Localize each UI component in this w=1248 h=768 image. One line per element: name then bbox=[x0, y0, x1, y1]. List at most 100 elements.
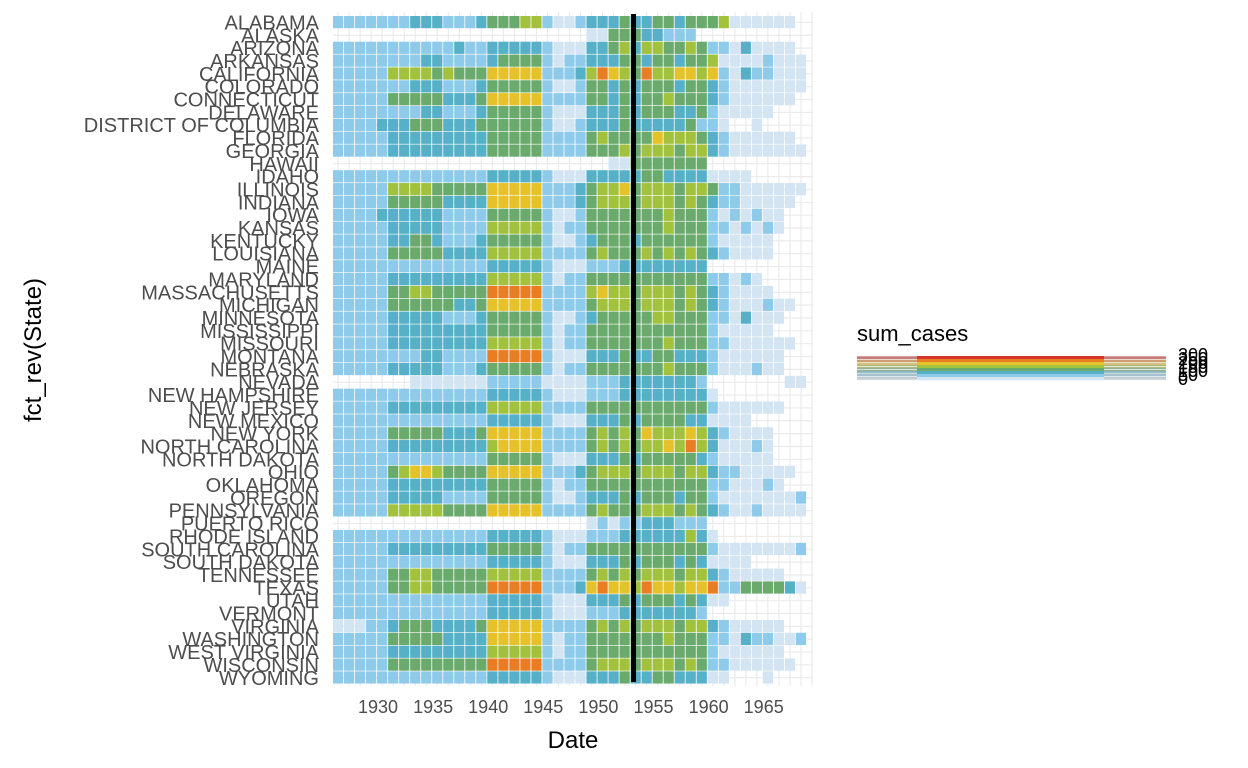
heatmap-tile bbox=[586, 645, 597, 658]
heatmap-tile bbox=[443, 170, 454, 183]
heatmap-tile bbox=[586, 671, 597, 684]
heatmap-tile bbox=[784, 16, 796, 29]
heatmap-tile bbox=[509, 350, 520, 363]
heatmap-tile bbox=[399, 645, 410, 658]
heatmap-tile bbox=[553, 144, 564, 157]
heatmap-tile bbox=[355, 362, 366, 376]
heatmap-tile bbox=[476, 619, 487, 633]
heatmap-tile bbox=[762, 298, 773, 311]
heatmap-tile bbox=[608, 645, 619, 658]
heatmap-tile bbox=[454, 285, 465, 299]
heatmap-tile bbox=[366, 504, 377, 517]
heatmap-tile bbox=[509, 41, 520, 54]
heatmap-tile bbox=[388, 80, 399, 93]
heatmap-tile bbox=[762, 671, 773, 684]
heatmap-tile bbox=[531, 440, 542, 453]
heatmap-tile bbox=[663, 530, 674, 543]
heatmap-tile bbox=[333, 144, 344, 157]
heatmap-tile bbox=[641, 658, 652, 671]
heatmap-tile bbox=[399, 452, 410, 466]
heatmap-tile bbox=[421, 452, 432, 466]
heatmap-tile bbox=[641, 28, 652, 42]
heatmap-tile bbox=[597, 183, 608, 196]
heatmap-tile bbox=[520, 607, 531, 620]
heatmap-tile bbox=[388, 555, 399, 568]
heatmap-tile bbox=[443, 401, 454, 414]
heatmap-tile bbox=[564, 118, 575, 131]
heatmap-tile bbox=[388, 427, 399, 440]
heatmap-tile bbox=[531, 105, 542, 119]
heatmap-tile bbox=[619, 414, 630, 427]
heatmap-tile bbox=[465, 568, 476, 581]
heatmap-tile bbox=[443, 208, 454, 221]
heatmap-tile bbox=[784, 144, 796, 157]
heatmap-tile bbox=[542, 41, 553, 54]
heatmap-tile bbox=[707, 183, 718, 196]
heatmap-tile bbox=[729, 195, 740, 209]
heatmap-tile bbox=[762, 452, 773, 466]
heatmap-tile bbox=[388, 491, 399, 504]
heatmap-tile bbox=[520, 298, 531, 311]
heatmap-tile bbox=[366, 183, 377, 196]
heatmap-tile bbox=[597, 170, 608, 183]
heatmap-tile bbox=[377, 221, 388, 234]
heatmap-tile bbox=[564, 273, 575, 286]
heatmap-tile bbox=[685, 350, 696, 363]
heatmap-tile bbox=[674, 234, 685, 247]
heatmap-tile bbox=[454, 568, 465, 581]
heatmap-tile bbox=[465, 16, 476, 29]
heatmap-tile bbox=[641, 285, 652, 299]
heatmap-tile bbox=[432, 350, 443, 363]
state-label: INDIANA bbox=[238, 192, 320, 214]
heatmap-tile bbox=[355, 54, 366, 67]
heatmap-tile bbox=[674, 247, 685, 260]
heatmap-tile bbox=[619, 247, 630, 260]
heatmap-tile bbox=[333, 350, 344, 363]
heatmap-tile bbox=[619, 671, 630, 684]
heatmap-tile bbox=[542, 144, 553, 157]
heatmap-tile bbox=[553, 440, 564, 453]
heatmap-tile bbox=[597, 350, 608, 363]
heatmap-tile bbox=[388, 247, 399, 260]
heatmap-tile bbox=[663, 491, 674, 504]
heatmap-tile bbox=[476, 131, 487, 144]
heatmap-tile bbox=[355, 105, 366, 119]
heatmap-tile bbox=[773, 298, 784, 311]
state-label: UTAH bbox=[266, 591, 319, 613]
heatmap-tile bbox=[707, 594, 718, 607]
heatmap-tile bbox=[399, 234, 410, 247]
heatmap-tile bbox=[674, 131, 685, 144]
heatmap-tile bbox=[432, 41, 443, 54]
heatmap-tile bbox=[465, 93, 476, 106]
heatmap-tile bbox=[443, 491, 454, 504]
heatmap-tile bbox=[652, 221, 663, 234]
heatmap-tile bbox=[333, 247, 344, 260]
heatmap-tile bbox=[399, 581, 410, 594]
heatmap-tile bbox=[762, 427, 773, 440]
heatmap-tile bbox=[520, 645, 531, 658]
heatmap-tile bbox=[355, 247, 366, 260]
heatmap-tile bbox=[531, 285, 542, 299]
state-label: ARKANSAS bbox=[210, 51, 319, 73]
heatmap-tile bbox=[344, 632, 355, 645]
heatmap-tile bbox=[762, 234, 773, 247]
heatmap-tile bbox=[520, 183, 531, 196]
heatmap-tile bbox=[762, 350, 773, 363]
heatmap-tile bbox=[762, 658, 773, 671]
heatmap-tile bbox=[718, 170, 729, 183]
heatmap-tile bbox=[443, 260, 454, 273]
heatmap-tile bbox=[443, 375, 454, 388]
heatmap-tile bbox=[564, 337, 575, 350]
heatmap-tile bbox=[740, 619, 751, 633]
heatmap-tile bbox=[641, 195, 652, 209]
heatmap-tile bbox=[751, 118, 762, 131]
state-label: NEW YORK bbox=[210, 424, 319, 446]
heatmap-tile bbox=[740, 401, 751, 414]
heatmap-tile bbox=[553, 388, 564, 401]
heatmap-tile bbox=[696, 67, 707, 80]
heatmap-tile bbox=[454, 594, 465, 607]
heatmap-tile bbox=[751, 41, 762, 54]
heatmap-tile bbox=[652, 285, 663, 299]
heatmap-tile bbox=[355, 427, 366, 440]
heatmap-tile bbox=[608, 594, 619, 607]
